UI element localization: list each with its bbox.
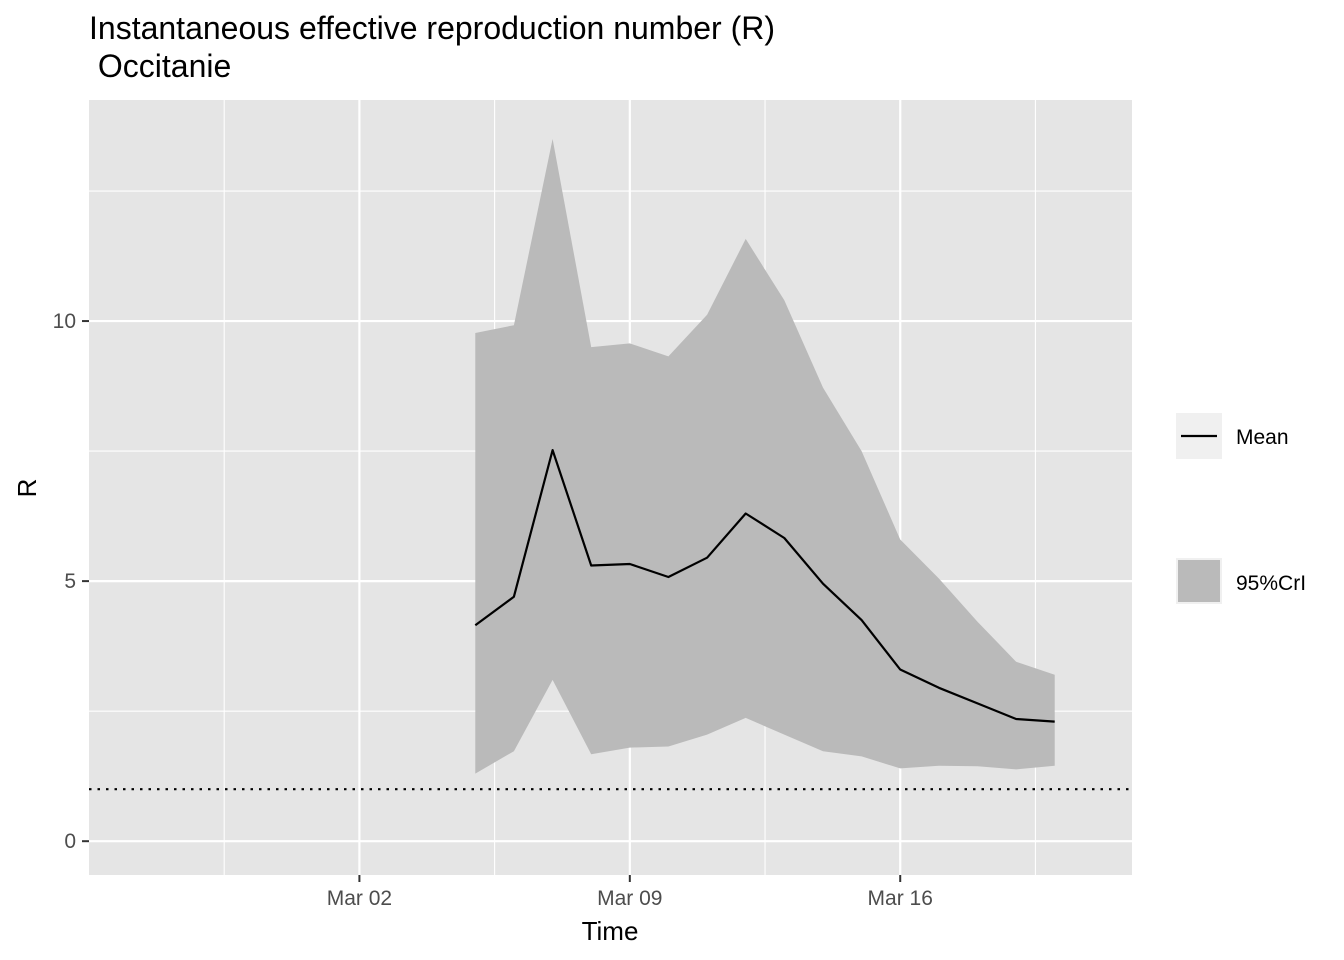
chart-title-line2: Occitanie (89, 48, 231, 84)
mean-line (474, 449, 1055, 723)
legend-label-mean: Mean (1236, 426, 1289, 449)
chart-title-line1: Instantaneous effective reproduction num… (89, 10, 775, 46)
credible-interval-ribbon (475, 139, 1055, 774)
x-tick-label-2: Mar 16 (868, 887, 933, 910)
x-axis-title: Time (582, 916, 639, 946)
x-tick-label-0: Mar 02 (327, 887, 392, 910)
y-axis-title: R (12, 479, 42, 498)
legend-label-crI: 95%CrI (1236, 572, 1306, 595)
y-tick-label-1: 5 (64, 570, 76, 593)
y-axis: 0 5 10 (53, 310, 89, 853)
y-tick-label-2: 10 (53, 310, 76, 333)
legend: Mean 95%CrI (1176, 413, 1306, 604)
x-axis: Mar 02 Mar 09 Mar 16 (327, 875, 933, 910)
x-tick-label-1: Mar 09 (597, 887, 662, 910)
y-tick-label-0: 0 (64, 830, 76, 853)
legend-ribbon-fill-icon (1178, 560, 1220, 602)
